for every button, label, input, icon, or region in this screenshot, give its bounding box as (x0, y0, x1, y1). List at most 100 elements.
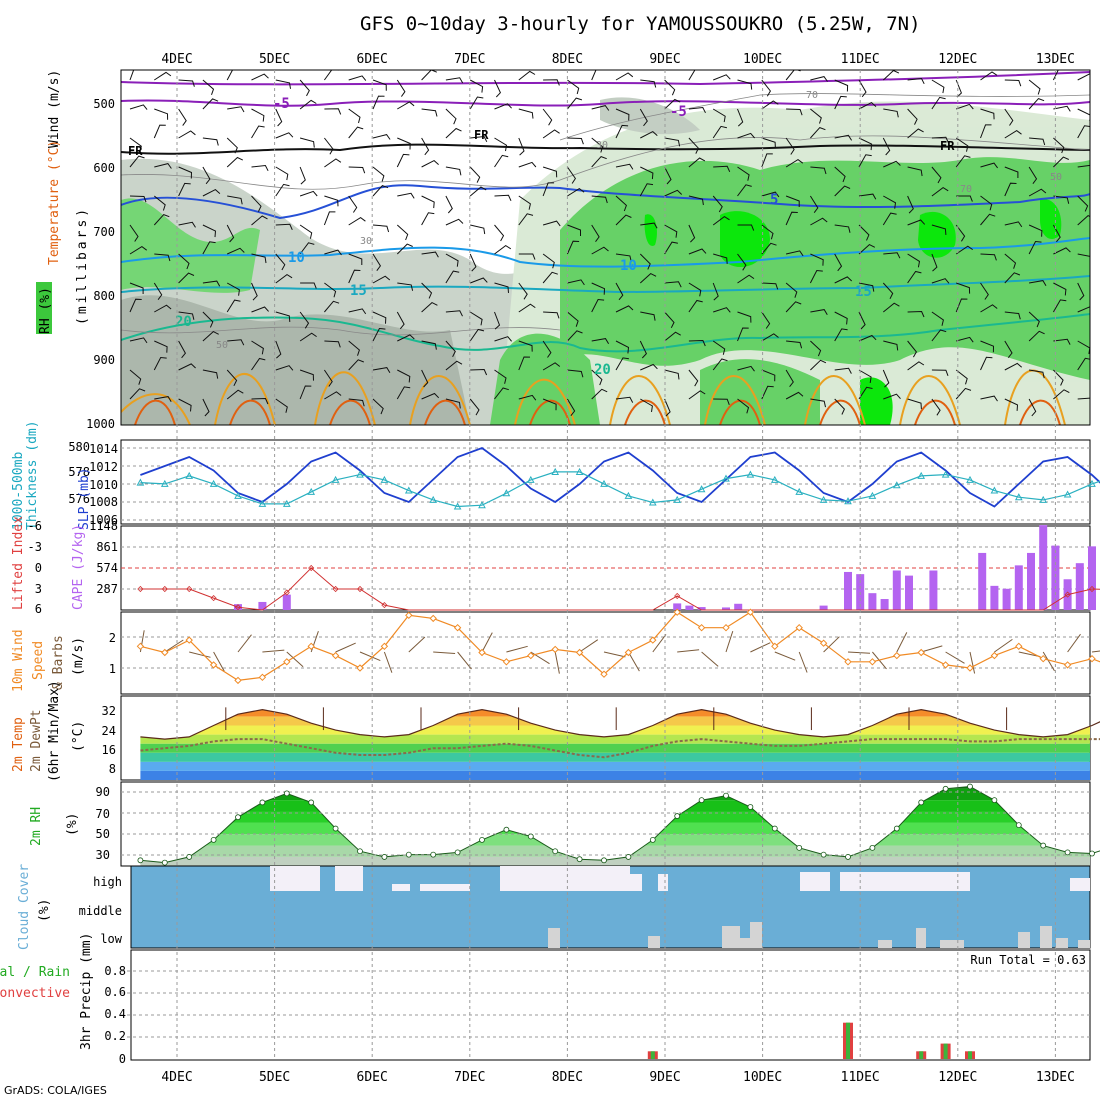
axis-label: (%) (65, 813, 80, 836)
wind-barb (688, 106, 706, 114)
wind-barb (688, 339, 706, 347)
wind-barb (980, 162, 998, 169)
thickness-marker (892, 481, 901, 489)
wind-barb (907, 219, 926, 226)
thickness-marker (307, 487, 316, 495)
contour-label: 10 (620, 258, 637, 274)
wind-speed-marker (356, 664, 364, 672)
cape-bar (1075, 563, 1084, 610)
wind-barb (153, 356, 167, 371)
contour-label: FR (128, 144, 143, 158)
wind-barb (931, 398, 941, 416)
wind-barb (712, 125, 728, 139)
wind-barb (372, 275, 391, 284)
cape-bar (673, 603, 682, 610)
wind-barb (980, 340, 995, 353)
wind-barb (969, 651, 976, 674)
cape-bar (1088, 546, 1096, 610)
precip-tick: 0.2 (104, 1029, 126, 1043)
wind-barb (785, 195, 800, 207)
cloud-high (270, 866, 1090, 891)
wind-barb (335, 642, 356, 653)
wind-barb (275, 183, 290, 197)
wind-speed-marker (722, 623, 730, 632)
wind-barb (882, 302, 900, 313)
contour-label: 50 (1050, 172, 1062, 183)
wind-barb (372, 398, 384, 415)
wind-barb (324, 195, 339, 207)
wind-barb (737, 224, 755, 231)
li-tick: -6 (28, 519, 42, 533)
wind-barb (518, 303, 536, 313)
wind-barb (785, 391, 804, 400)
wind-barb (542, 182, 555, 197)
wind-barb (1091, 650, 1100, 653)
wind-speed-marker (893, 651, 901, 660)
wind-barb (955, 155, 971, 168)
date-label: 9DEC (649, 1070, 680, 1085)
contour-label: 20 (594, 362, 611, 378)
wind-barb (1028, 240, 1042, 255)
wind-barb (1077, 306, 1090, 313)
wind-barb (445, 270, 460, 284)
wind-barb (688, 299, 703, 313)
wind-barb (421, 137, 430, 156)
cape-bar (880, 599, 889, 610)
wind-barb (445, 340, 456, 358)
cape-bar (868, 593, 877, 610)
wind-barb (1077, 282, 1085, 301)
wind-barb (567, 311, 579, 327)
thickness-marker (331, 475, 340, 483)
wind-speed-marker (624, 648, 633, 657)
wind-barb (226, 137, 238, 154)
wind-barb (470, 135, 488, 143)
rh-marker (210, 836, 217, 843)
wind-speed-marker (771, 642, 779, 651)
wind-barb (591, 156, 607, 168)
rh-marker (503, 826, 510, 833)
thickness-marker (917, 471, 926, 479)
wind-barb (591, 70, 597, 81)
wind-barb (761, 153, 773, 168)
wind-barb (154, 71, 172, 81)
wind-barb (1028, 98, 1045, 110)
wind-barb (931, 224, 947, 235)
cape-bar (905, 575, 913, 610)
wind-barb (750, 642, 771, 653)
wind-barb (1077, 164, 1090, 168)
wind-barb (980, 356, 993, 371)
lifted-index-marker (234, 604, 242, 611)
temp-line (140, 708, 1100, 740)
date-label: 10DEC (743, 1070, 782, 1085)
wind-barb (227, 106, 245, 113)
rh-marker (283, 790, 290, 797)
wind-barb (251, 397, 269, 405)
wind-barb (348, 166, 366, 174)
dewpoint-line (140, 738, 1100, 759)
li-tick: 6 (35, 602, 42, 616)
wind-barb (615, 357, 629, 371)
wind-barb (931, 329, 947, 342)
cape-tick: 287 (96, 582, 118, 596)
wind-barb (566, 166, 577, 184)
thickness-marker (746, 470, 755, 478)
wind-barb (980, 282, 989, 300)
wind-barb (178, 272, 195, 284)
wind-speed-marker (868, 658, 877, 666)
li-tick: 0 (35, 561, 42, 575)
wind-barb (858, 311, 866, 330)
lifted-index-marker (1064, 591, 1071, 598)
wind-barb (275, 340, 282, 359)
cape-bar (282, 594, 291, 610)
temp-band (140, 761, 1090, 771)
wind-barb (129, 195, 147, 203)
wind-barb (907, 108, 918, 125)
rh-marker (454, 849, 461, 856)
wind-barb (1077, 357, 1090, 371)
wind-barb (299, 385, 312, 400)
wind-speed-marker (697, 623, 706, 632)
wind-barb (153, 124, 166, 139)
thickness-tick: 578 (68, 465, 90, 479)
wind-barb (542, 166, 558, 178)
wind-barb (153, 282, 163, 300)
